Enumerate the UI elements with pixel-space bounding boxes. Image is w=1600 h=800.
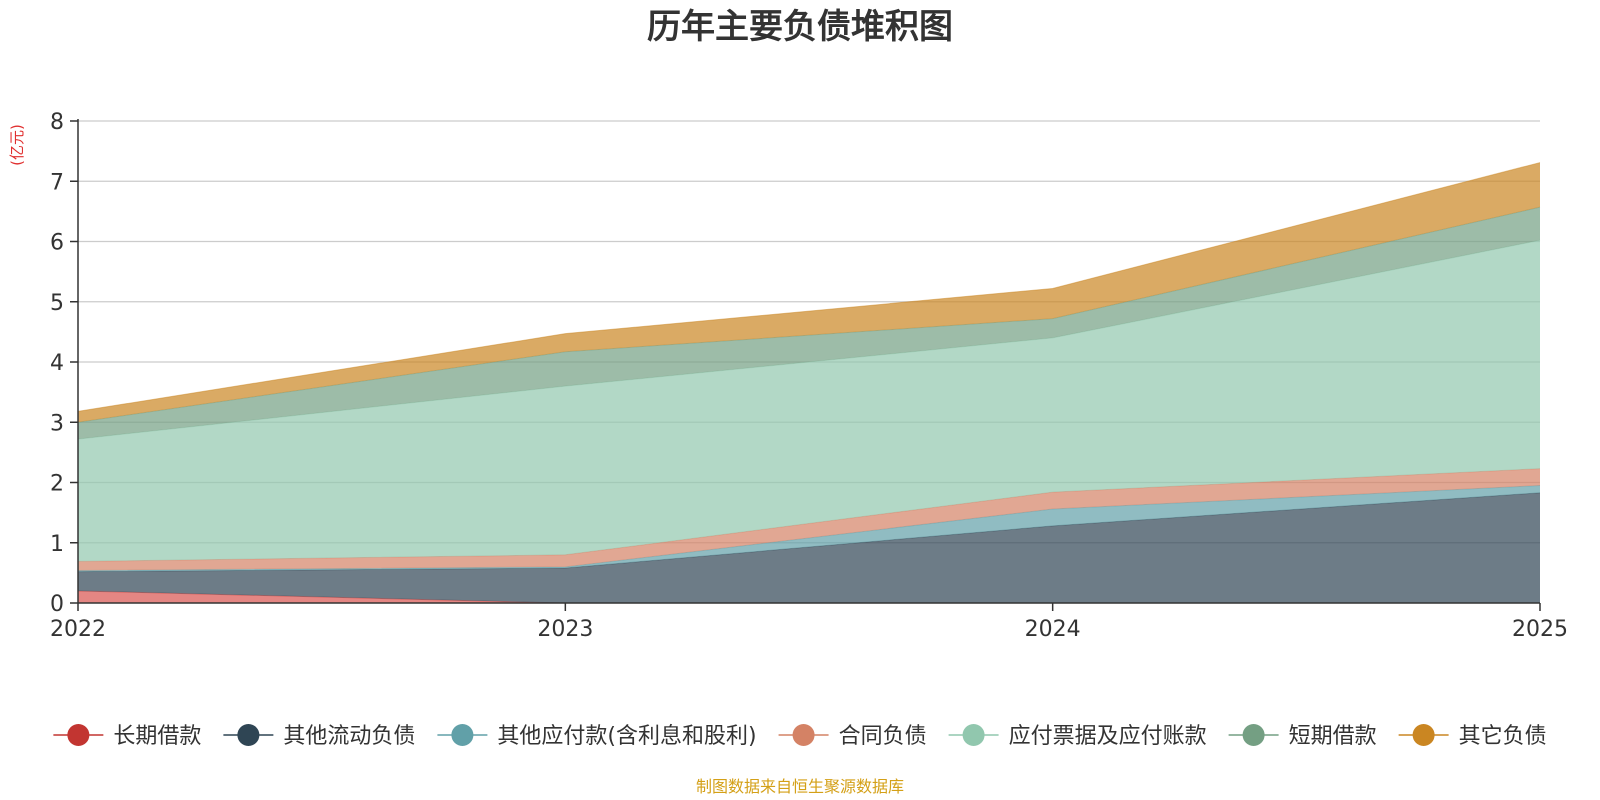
legend-item-2[interactable]: 其他应付款(含利息和股利) xyxy=(437,724,757,749)
legend-marker-icon xyxy=(1242,724,1265,746)
legend-label: 长期借款 xyxy=(113,724,201,749)
area-series-5 xyxy=(78,207,1540,440)
legend-label: 合同负债 xyxy=(839,724,927,749)
data-source-note: 制图数据来自恒生聚源数据库 xyxy=(696,777,904,796)
x-tick-label: 2022 xyxy=(50,617,106,642)
legend-item-5[interactable]: 短期借款 xyxy=(1228,724,1377,749)
x-tick-label: 2023 xyxy=(537,617,593,642)
y-unit-label: (亿元) xyxy=(8,124,26,166)
chart-title: 历年主要负债堆积图 xyxy=(647,7,953,47)
legend-label: 其它负债 xyxy=(1459,724,1547,749)
legend-item-4[interactable]: 应付票据及应付账款 xyxy=(948,724,1207,749)
y-tick-label: 0 xyxy=(50,592,64,617)
legend-label: 短期借款 xyxy=(1289,724,1377,749)
legend-marker-icon xyxy=(792,724,815,746)
legend-marker-icon xyxy=(67,724,90,746)
legend-marker-icon xyxy=(962,724,985,746)
y-tick-label: 3 xyxy=(50,411,64,436)
legend-label: 其他流动负债 xyxy=(283,724,415,749)
legend-marker-icon xyxy=(1412,724,1435,746)
area-series-4 xyxy=(78,240,1540,562)
x-tick-label: 2025 xyxy=(1512,617,1568,642)
x-tick-label: 2024 xyxy=(1025,617,1081,642)
legend-label: 其他应付款(含利息和股利) xyxy=(497,724,756,749)
y-tick-label: 8 xyxy=(50,110,64,135)
legend-marker-icon xyxy=(451,724,474,746)
area-series-6 xyxy=(78,162,1540,423)
y-tick-label: 1 xyxy=(50,532,64,557)
y-tick-label: 7 xyxy=(50,170,64,195)
area-series xyxy=(77,162,1541,604)
legend-item-3[interactable]: 合同负债 xyxy=(778,724,927,749)
area-series-1 xyxy=(78,492,1540,603)
legend-item-0[interactable]: 长期借款 xyxy=(53,724,201,749)
area-series-0 xyxy=(78,590,1540,603)
y-tick-label: 6 xyxy=(50,231,64,256)
y-tick-label: 4 xyxy=(50,351,64,376)
legend-item-6[interactable]: 其它负债 xyxy=(1398,724,1547,749)
area-series-2 xyxy=(78,485,1540,572)
series-line-6 xyxy=(77,162,1541,412)
legend-label: 应付票据及应付账款 xyxy=(1009,724,1207,749)
axes: 2022 2023 2024 2025 xyxy=(50,119,1568,642)
y-tick-label: 2 xyxy=(50,472,64,497)
area-series-3 xyxy=(78,468,1540,571)
legend-marker-icon xyxy=(237,724,260,746)
y-tick-label: 5 xyxy=(50,291,64,316)
legend[interactable]: 长期借款 其他流动负债 其他应付款(含利息和股利) 合同负债 应付票据及应付账款 短期借款… xyxy=(53,724,1547,749)
legend-item-1[interactable]: 其他流动负债 xyxy=(223,724,415,749)
